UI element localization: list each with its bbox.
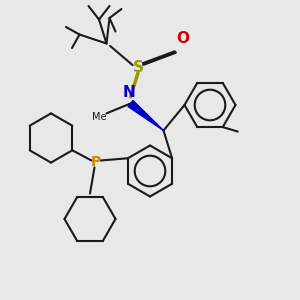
Text: P: P xyxy=(91,155,101,169)
Text: S: S xyxy=(133,60,143,75)
Text: N: N xyxy=(123,85,135,100)
Text: O: O xyxy=(176,31,189,46)
Polygon shape xyxy=(128,100,164,130)
Text: Me: Me xyxy=(92,112,106,122)
